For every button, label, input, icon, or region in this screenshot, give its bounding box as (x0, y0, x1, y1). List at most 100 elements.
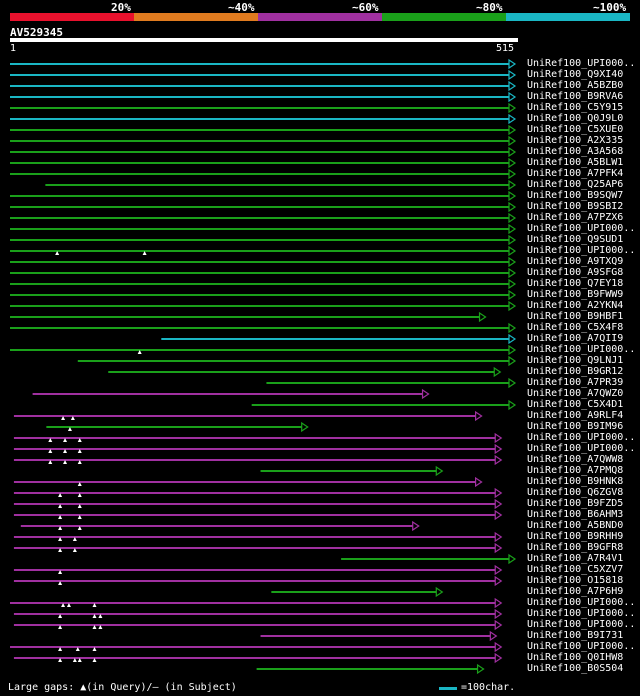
hit-row[interactable] (10, 597, 503, 609)
hit-name-link[interactable]: UniRef100_A5BND0 (527, 520, 624, 531)
hit-name-link[interactable]: UniRef100_UPI000.. (527, 597, 636, 608)
hit-row[interactable] (45, 179, 517, 191)
hit-name-link[interactable]: UniRef100_Q6ZGV8 (527, 487, 624, 498)
hit-name-link[interactable]: UniRef100_Q0IHW8 (527, 652, 624, 663)
hit-row[interactable] (20, 520, 420, 532)
hit-name-link[interactable]: UniRef100_B9FZD5 (527, 498, 624, 509)
hit-name-link[interactable]: UniRef100_Q9LNJ1 (527, 355, 624, 366)
hit-name-link[interactable]: UniRef100_C5XZV7 (527, 564, 624, 575)
hit-name-link[interactable]: UniRef100_B9HBF1 (527, 311, 624, 322)
hit-name-link[interactable]: UniRef100_A7PZX6 (527, 212, 624, 223)
hit-name-link[interactable]: UniRef100_UPI000.. (527, 432, 636, 443)
hit-name-link[interactable]: UniRef100_A7QWW8 (527, 454, 624, 465)
hit-name-link[interactable]: UniRef100_A7QII9 (527, 333, 624, 344)
hit-name-link[interactable]: UniRef100_Q7EY18 (527, 278, 624, 289)
hit-row[interactable] (13, 487, 503, 499)
hit-row[interactable] (341, 553, 517, 565)
hit-name-link[interactable]: UniRef100_A9TXQ9 (527, 256, 624, 267)
hit-name-link[interactable]: UniRef100_UPI000.. (527, 344, 636, 355)
hit-row[interactable] (10, 212, 517, 224)
hit-name-link[interactable]: UniRef100_B9RVA6 (527, 91, 624, 102)
hit-row[interactable] (260, 630, 498, 642)
hit-row[interactable] (13, 410, 483, 422)
hit-name-link[interactable]: UniRef100_Q25AP6 (527, 179, 624, 190)
hit-row[interactable] (256, 663, 485, 675)
hit-name-link[interactable]: UniRef100_A2YKN4 (527, 300, 624, 311)
hit-name-link[interactable]: UniRef100_B9IM96 (527, 421, 624, 432)
hit-row[interactable] (10, 113, 517, 125)
hit-row[interactable] (10, 311, 487, 323)
hit-row[interactable] (271, 586, 444, 598)
hit-name-link[interactable]: UniRef100_Q0J9L0 (527, 113, 624, 124)
hit-row[interactable] (13, 619, 503, 631)
hit-row[interactable] (260, 465, 444, 477)
hit-name-link[interactable]: UniRef100_A9RLF4 (527, 410, 624, 421)
hit-name-link[interactable]: UniRef100_UPI000.. (527, 608, 636, 619)
hit-row[interactable] (13, 443, 503, 455)
hit-name-link[interactable]: UniRef100_C5X4F8 (527, 322, 624, 333)
hit-row[interactable] (251, 399, 517, 411)
hit-row[interactable] (108, 366, 502, 378)
hit-row[interactable] (10, 289, 517, 301)
hit-row[interactable] (13, 575, 503, 587)
hit-row[interactable] (10, 190, 517, 202)
hit-name-link[interactable]: UniRef100_B9I731 (527, 630, 624, 641)
hit-name-link[interactable]: UniRef100_B9SQW7 (527, 190, 624, 201)
hit-name-link[interactable]: UniRef100_B9FWW9 (527, 289, 624, 300)
hit-name-link[interactable]: UniRef100_UPI000.. (527, 58, 636, 69)
hit-name-link[interactable]: UniRef100_C5XUE0 (527, 124, 624, 135)
hit-name-link[interactable]: UniRef100_Q9SUD1 (527, 234, 624, 245)
hit-row[interactable] (13, 476, 483, 488)
hit-name-link[interactable]: UniRef100_A7R4V1 (527, 553, 624, 564)
hit-name-link[interactable]: UniRef100_B9RHH9 (527, 531, 624, 542)
hit-name-link[interactable]: UniRef100_B9GR12 (527, 366, 624, 377)
hit-row[interactable] (46, 421, 309, 433)
hit-row[interactable] (10, 278, 517, 290)
hit-name-link[interactable]: UniRef100_UPI000.. (527, 641, 636, 652)
hit-name-link[interactable]: UniRef100_Q9XI40 (527, 69, 624, 80)
hit-name-link[interactable]: UniRef100_A7QWZ0 (527, 388, 624, 399)
hit-name-link[interactable]: UniRef100_A2X335 (527, 135, 624, 146)
hit-row[interactable] (77, 355, 517, 367)
hit-name-link[interactable]: UniRef100_UPI000.. (527, 619, 636, 630)
hit-row[interactable] (10, 135, 517, 147)
hit-name-link[interactable]: UniRef100_A7PFK4 (527, 168, 624, 179)
hit-row[interactable] (13, 531, 503, 543)
hit-name-link[interactable]: UniRef100_B0S504 (527, 663, 624, 674)
hit-row[interactable] (10, 267, 517, 279)
hit-row[interactable] (32, 388, 430, 400)
hit-name-link[interactable]: UniRef100_B9SBI2 (527, 201, 624, 212)
hit-row[interactable] (10, 157, 517, 169)
hit-name-link[interactable]: UniRef100_UPI000.. (527, 223, 636, 234)
hit-row[interactable] (10, 58, 517, 70)
hit-name-link[interactable]: UniRef100_A7PMQ8 (527, 465, 624, 476)
hit-row[interactable] (13, 564, 503, 576)
hit-row[interactable] (10, 80, 517, 92)
hit-row[interactable] (13, 652, 503, 664)
hit-row[interactable] (10, 69, 517, 81)
hit-row[interactable] (10, 641, 503, 653)
hit-name-link[interactable]: UniRef100_B9HNK8 (527, 476, 624, 487)
hit-name-link[interactable]: UniRef100_B6AHM3 (527, 509, 624, 520)
hit-row[interactable] (13, 454, 503, 466)
hit-row[interactable] (161, 333, 517, 345)
hit-row[interactable] (10, 124, 517, 136)
hit-row[interactable] (10, 322, 517, 334)
hit-name-link[interactable]: UniRef100_O15818 (527, 575, 624, 586)
hit-name-link[interactable]: UniRef100_UPI000.. (527, 245, 636, 256)
hit-name-link[interactable]: UniRef100_C5Y915 (527, 102, 624, 113)
hit-row[interactable] (10, 234, 517, 246)
hit-row[interactable] (10, 300, 517, 312)
hit-name-link[interactable]: UniRef100_A3A568 (527, 146, 624, 157)
hit-row[interactable] (10, 256, 517, 268)
hit-row[interactable] (13, 509, 503, 521)
hit-row[interactable] (13, 608, 503, 620)
hit-row[interactable] (10, 168, 517, 180)
hit-name-link[interactable]: UniRef100_A5BLW1 (527, 157, 624, 168)
hit-row[interactable] (10, 344, 517, 356)
hit-row[interactable] (10, 102, 517, 114)
hit-row[interactable] (10, 245, 517, 257)
hit-row[interactable] (10, 201, 517, 213)
hit-name-link[interactable]: UniRef100_A7PR39 (527, 377, 624, 388)
hit-name-link[interactable]: UniRef100_C5X4D1 (527, 399, 624, 410)
